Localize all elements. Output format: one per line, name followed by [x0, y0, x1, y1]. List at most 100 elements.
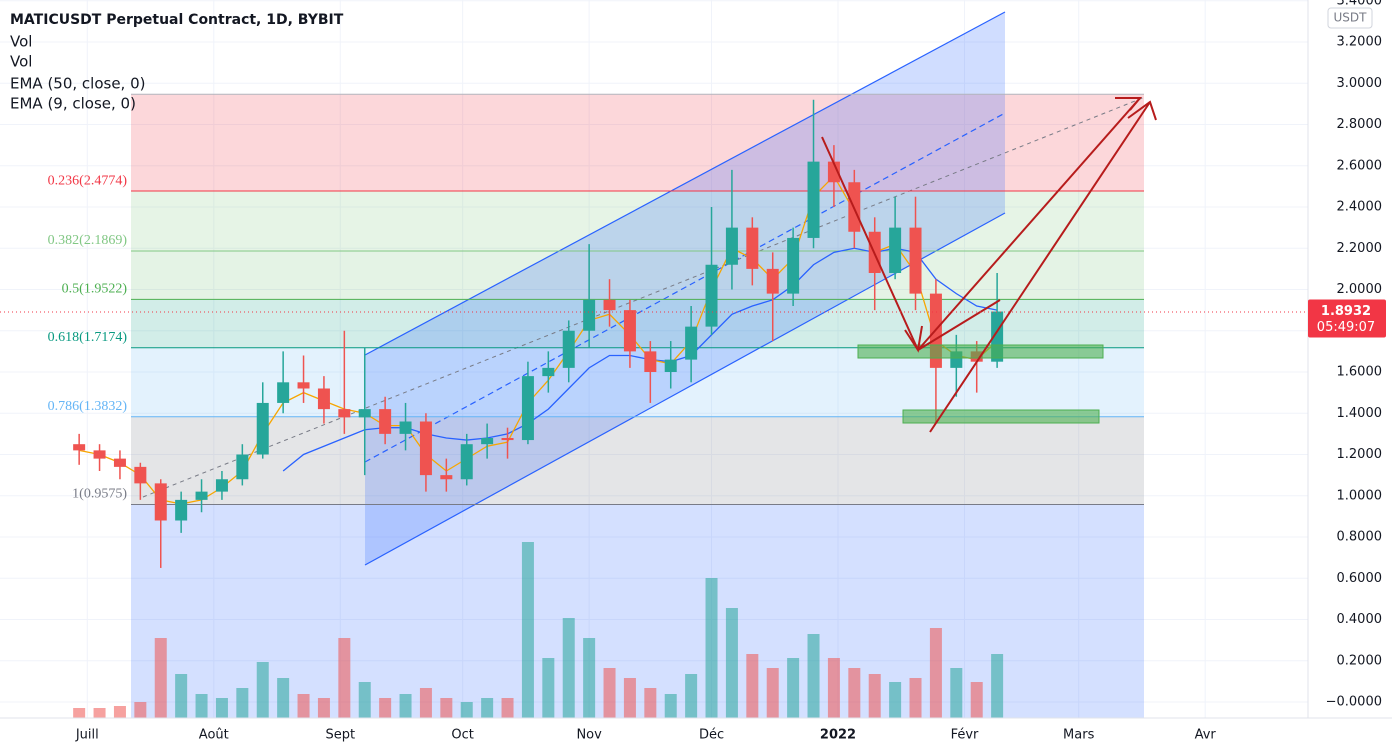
candle-body — [807, 161, 820, 238]
candle-body — [889, 227, 902, 273]
volume-bar — [277, 678, 290, 718]
fib-zones — [131, 94, 1144, 505]
candle-body — [705, 264, 718, 327]
price-tag-label: 1.8932 — [1321, 304, 1371, 319]
arrows — [821, 97, 1157, 433]
candle-body — [909, 227, 922, 294]
volume-bar — [991, 654, 1004, 718]
volume-bar — [746, 654, 759, 718]
candle-body — [236, 454, 249, 480]
y-tick-label: 3.2000 — [1337, 35, 1383, 50]
legend-entry: Vol — [10, 33, 32, 51]
axes: 3.4000 3.2000 3.0000 2.8000 2.6000 2.4000 2.20… — [75, 0, 1386, 743]
candle-body — [542, 367, 555, 377]
volume-bar — [440, 698, 453, 718]
y-tick-label: 3.0000 — [1337, 76, 1383, 91]
y-tick-label: 2.8000 — [1337, 117, 1383, 132]
candle-body — [827, 161, 840, 183]
x-tick-label: Mars — [1063, 728, 1095, 743]
volume-bar — [297, 694, 310, 718]
volume-bar — [73, 708, 86, 718]
volume-bar — [725, 608, 738, 718]
candle-body — [583, 299, 596, 331]
legend-entry: EMA (50, close, 0) — [10, 75, 146, 93]
x-tick-label: Oct — [451, 728, 473, 743]
volume-bar — [583, 638, 596, 718]
y-tick-label: 0.6000 — [1337, 571, 1383, 586]
volume-bar — [215, 698, 228, 718]
candle-body — [562, 330, 575, 368]
x-tick-label: Août — [199, 728, 229, 743]
y-tick-label: 2.2000 — [1337, 241, 1383, 256]
x-tick-label: Déc — [699, 728, 724, 743]
currency[interactable]: USDT — [1334, 11, 1368, 25]
candle-body — [379, 409, 392, 434]
candle-body — [256, 402, 269, 455]
candle-body — [460, 444, 473, 480]
candle-body — [440, 475, 453, 480]
candle-body — [419, 421, 432, 476]
fib-label: 0.786(1.3832) — [48, 399, 128, 414]
fib-zone — [131, 416, 1144, 505]
y-tick-label: 3.4000 — [1337, 0, 1383, 8]
candle-body — [725, 227, 738, 265]
volume-bar — [766, 668, 779, 718]
candle-body — [644, 351, 657, 372]
volume-bars — [73, 542, 1004, 718]
volume-bar — [501, 698, 514, 718]
volume-bar — [562, 618, 575, 718]
volume-bar — [317, 698, 330, 718]
y-tick-label: 0.2000 — [1337, 653, 1383, 668]
x-tick-label: 2022 — [820, 728, 856, 743]
trend-line — [142, 96, 1146, 498]
volume-bar — [909, 678, 922, 718]
y-tick-label: 0.8000 — [1337, 530, 1383, 545]
y-tick-label: 1.4000 — [1337, 406, 1383, 421]
candle-body — [297, 382, 310, 389]
volume-bar — [113, 706, 126, 718]
volume-bar — [705, 578, 718, 718]
x-tick-label: Févr — [951, 728, 979, 743]
x-tick-label: Sept — [325, 728, 355, 743]
price-tag — [1308, 299, 1386, 338]
candle-body — [338, 409, 351, 418]
volume-bar — [623, 678, 636, 718]
volume-bar — [460, 702, 473, 718]
candle-body — [358, 409, 371, 418]
volume-bar — [154, 638, 167, 718]
channel-mid — [364, 112, 1006, 463]
volume-bar — [685, 674, 698, 718]
volume-bar — [379, 698, 392, 718]
candle-body — [277, 382, 290, 403]
countdown: 05:49:07 — [1317, 320, 1375, 335]
arrow-head — [1127, 100, 1157, 121]
candle-body — [603, 299, 616, 311]
volume-bar — [521, 542, 534, 718]
y-tick-label: 2.0000 — [1337, 282, 1383, 297]
y-tick-label: 1.6000 — [1337, 365, 1383, 380]
candle-body — [175, 499, 188, 521]
volume-bar — [603, 668, 616, 718]
fib-zone — [131, 191, 1144, 251]
candle-body — [623, 310, 636, 352]
volume-bar — [358, 682, 371, 718]
volume-bar — [848, 668, 861, 718]
candle-body — [134, 466, 147, 484]
fib-label: 0.236(2.4774) — [48, 173, 128, 188]
volume-bar — [134, 702, 147, 718]
arrow — [917, 97, 1141, 351]
volume-bar — [929, 628, 942, 718]
currency-button[interactable] — [1327, 7, 1373, 29]
y-tick-label: −0.0000 — [1326, 695, 1382, 710]
volume-bar — [970, 682, 983, 718]
candle-body — [154, 483, 167, 521]
support-zone — [902, 409, 1100, 424]
volume-bar — [399, 694, 412, 718]
legend-entry: Vol — [10, 53, 32, 71]
fib-label: 0.618(1.7174) — [48, 330, 128, 345]
arrow — [929, 101, 1151, 433]
candle-body — [399, 421, 412, 434]
volume-bar — [93, 708, 106, 718]
volume-bar — [889, 682, 902, 718]
